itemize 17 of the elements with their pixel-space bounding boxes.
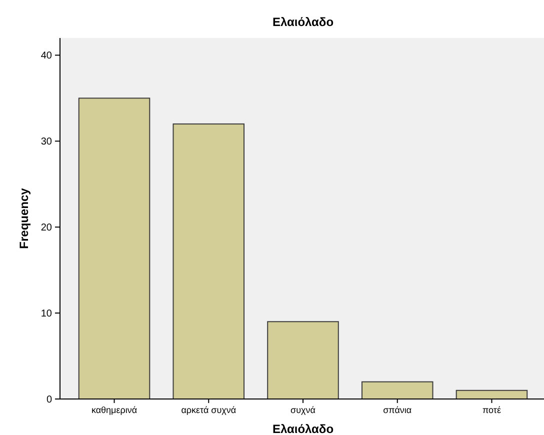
y-axis-title: Frequency	[17, 188, 31, 249]
bar	[361, 381, 434, 400]
y-tick-label: 20	[40, 222, 52, 234]
bar	[172, 123, 245, 400]
x-tick-label: σπάνια	[383, 405, 412, 415]
x-axis-title: Ελαιόλαδο	[272, 422, 334, 435]
x-tick-label: καθημερινά	[91, 405, 138, 415]
x-tick-label: ποτέ	[482, 405, 502, 415]
bar	[78, 98, 150, 400]
x-tick-label: αρκετά συχνά	[181, 405, 236, 415]
y-tick-label: 40	[40, 50, 52, 62]
y-tick-label: 10	[40, 308, 52, 320]
y-tick-label: 0	[46, 394, 52, 406]
bar	[267, 321, 339, 400]
chart-title: Ελαιόλαδο	[272, 15, 334, 29]
y-tick-label: 30	[40, 136, 52, 148]
x-tick-label: συχνά	[290, 405, 316, 415]
